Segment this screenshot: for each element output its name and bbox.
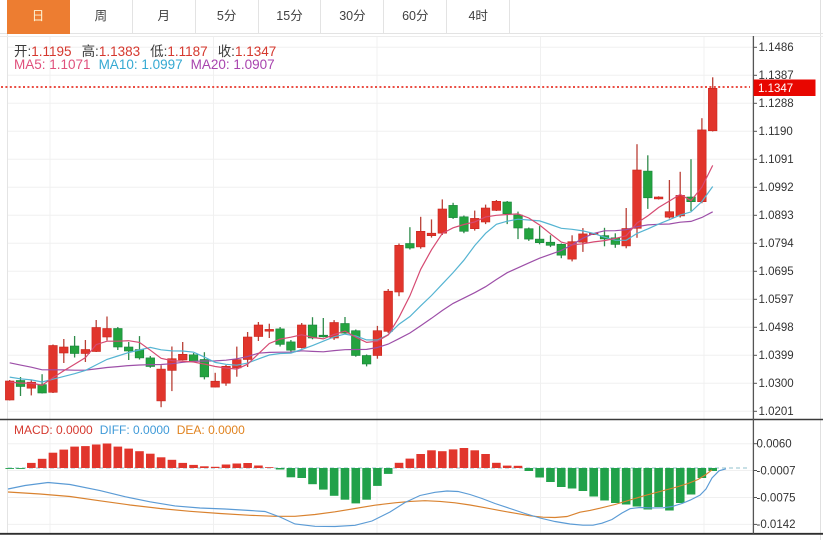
svg-text:-0.0075: -0.0075: [757, 492, 796, 504]
svg-text:1.0992: 1.0992: [759, 182, 794, 194]
svg-text:1.0695: 1.0695: [759, 266, 794, 278]
svg-text:1.1486: 1.1486: [759, 42, 794, 54]
svg-text:1.1387: 1.1387: [759, 70, 794, 82]
svg-text:-0.0142: -0.0142: [757, 519, 796, 531]
svg-text:1.0794: 1.0794: [759, 238, 795, 250]
svg-text:1.0893: 1.0893: [759, 210, 794, 222]
svg-text:1.0399: 1.0399: [759, 350, 794, 362]
svg-text:1.0498: 1.0498: [759, 322, 794, 334]
svg-text:1.1288: 1.1288: [759, 98, 794, 110]
svg-text:1.1190: 1.1190: [759, 126, 793, 138]
svg-text:1.1091: 1.1091: [759, 154, 794, 166]
svg-text:1.1347: 1.1347: [758, 83, 793, 95]
svg-text:1.0300: 1.0300: [759, 378, 794, 390]
svg-text:1.0201: 1.0201: [759, 406, 794, 418]
svg-text:-0.0007: -0.0007: [757, 465, 796, 477]
svg-text:0.0060: 0.0060: [757, 439, 792, 451]
svg-text:1.0597: 1.0597: [759, 294, 794, 306]
